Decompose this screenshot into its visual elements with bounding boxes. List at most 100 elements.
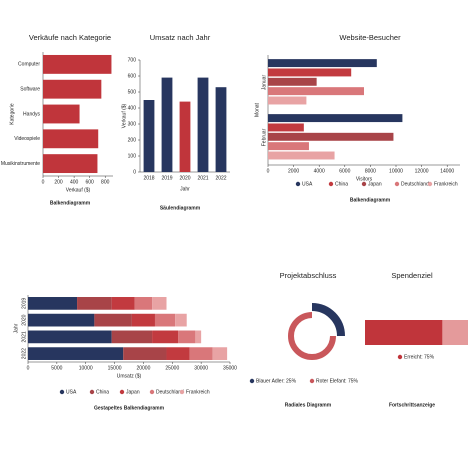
chart-title: Projektabschluss xyxy=(280,271,337,280)
y-tick-label: 2020 xyxy=(21,314,27,325)
x-tick-label: 0 xyxy=(27,365,30,371)
x-tick-label: 2022 xyxy=(215,175,226,181)
chart-caption: Balkendiagramm xyxy=(50,200,91,206)
x-tick-label: 20000 xyxy=(136,365,150,371)
x-tick-label: 200 xyxy=(54,179,63,185)
legend-swatch xyxy=(249,378,255,384)
bar-segment xyxy=(28,347,124,360)
bar-segment xyxy=(94,313,132,327)
x-axis-label: Umsatz ($) xyxy=(117,373,142,379)
progress-fill xyxy=(365,320,443,345)
x-tick-label: 2019 xyxy=(161,175,172,181)
y-tick-label: Software xyxy=(20,87,40,93)
x-tick-label: 0 xyxy=(42,179,45,185)
bar-segment xyxy=(131,313,155,327)
y-axis-label: Verkauf ($) xyxy=(121,103,127,128)
x-tick-label: 6000 xyxy=(339,168,350,174)
x-tick-label: 0 xyxy=(267,168,270,174)
legend-label: Deutschland xyxy=(156,389,184,395)
y-tick-label: 2022 xyxy=(21,348,27,359)
bar-segment xyxy=(154,313,176,327)
legend-swatch xyxy=(149,389,155,395)
bar-segment xyxy=(123,347,167,360)
bar-segment xyxy=(175,313,187,327)
legend-label: USA xyxy=(66,389,77,395)
x-tick-label: 800 xyxy=(101,179,110,185)
y-tick-label: Februar xyxy=(261,128,267,146)
y-tick-label: Computer xyxy=(18,62,40,68)
x-tick-label: 2018 xyxy=(143,175,154,181)
legend-label: Frankreich xyxy=(186,389,210,395)
legend-label: Japan xyxy=(126,389,140,395)
x-tick-label: 2021 xyxy=(197,175,208,181)
x-tick-label: 400 xyxy=(70,179,79,185)
bar xyxy=(215,87,227,172)
bar-segment xyxy=(28,297,78,310)
chart-title: Umsatz nach Jahr xyxy=(150,33,211,42)
bar-segment xyxy=(134,297,153,310)
y-axis-label: Kategorie xyxy=(9,103,15,125)
y-axis-label: Jahr xyxy=(13,323,19,333)
bar xyxy=(268,151,335,160)
bar-segment xyxy=(189,347,213,360)
chart-title: Verkäufe nach Kategorie xyxy=(29,33,111,42)
bar-segment xyxy=(77,297,112,310)
y-tick-label: 400 xyxy=(128,105,137,111)
bar xyxy=(179,101,191,172)
x-tick-label: 10000 xyxy=(389,168,403,174)
chart-caption: Gestapeltes Balkendiagramm xyxy=(94,405,165,411)
x-tick-label: 14000 xyxy=(440,168,454,174)
legend-label: Roter Elefant: 75% xyxy=(316,378,359,384)
legend-label: Blauer Adler: 25% xyxy=(256,378,297,384)
chart-title: Spendenziel xyxy=(391,271,433,280)
bar xyxy=(268,59,377,68)
y-tick-label: 600 xyxy=(128,73,137,79)
bar xyxy=(268,87,364,96)
x-tick-label: 2000 xyxy=(288,168,299,174)
legend-label: China xyxy=(335,181,348,187)
bar-segment xyxy=(28,330,112,344)
x-tick-label: 8000 xyxy=(365,168,376,174)
y-tick-label: Musikinstrumente xyxy=(1,161,40,167)
bar xyxy=(161,77,173,172)
bar xyxy=(43,104,80,124)
legend-swatch xyxy=(59,389,65,395)
legend-swatch xyxy=(427,181,433,187)
legend-swatch xyxy=(295,181,301,187)
legend-label: USA xyxy=(302,181,313,187)
legend-label: China xyxy=(96,389,109,395)
x-tick-label: 25000 xyxy=(165,365,179,371)
legend-swatch xyxy=(119,389,125,395)
x-axis-label: Jahr xyxy=(180,186,190,192)
bar-segment xyxy=(178,330,196,344)
legend-label: Japan xyxy=(368,181,382,187)
y-tick-label: 700 xyxy=(128,57,137,63)
chart-title: Website-Besucher xyxy=(339,33,401,42)
x-tick-label: 15000 xyxy=(108,365,122,371)
legend-swatch xyxy=(179,389,185,395)
y-axis-label: Monat xyxy=(254,102,260,117)
y-tick-label: 300 xyxy=(128,121,137,127)
x-tick-label: 10000 xyxy=(79,365,93,371)
chart-caption: Säulendiagramm xyxy=(160,205,201,211)
x-tick-label: 12000 xyxy=(415,168,429,174)
y-tick-label: 2021 xyxy=(21,331,27,342)
x-tick-label: 30000 xyxy=(194,365,208,371)
x-axis-label: Visitors xyxy=(356,176,373,182)
legend-swatch xyxy=(397,354,403,360)
bar xyxy=(43,129,99,149)
bar xyxy=(43,154,98,174)
legend-label: Erreicht: 75% xyxy=(404,354,435,360)
bar xyxy=(268,77,317,86)
chart-caption: Radiales Diagramm xyxy=(285,402,332,408)
bar-segment xyxy=(111,297,135,310)
x-tick-label: 4000 xyxy=(314,168,325,174)
y-tick-label: 100 xyxy=(128,153,137,159)
bar-segment xyxy=(166,347,190,360)
bar xyxy=(43,54,112,74)
y-tick-label: Handys xyxy=(23,111,40,117)
legend-swatch xyxy=(394,181,400,187)
bar-segment xyxy=(152,297,167,310)
radial-arc xyxy=(311,303,345,337)
